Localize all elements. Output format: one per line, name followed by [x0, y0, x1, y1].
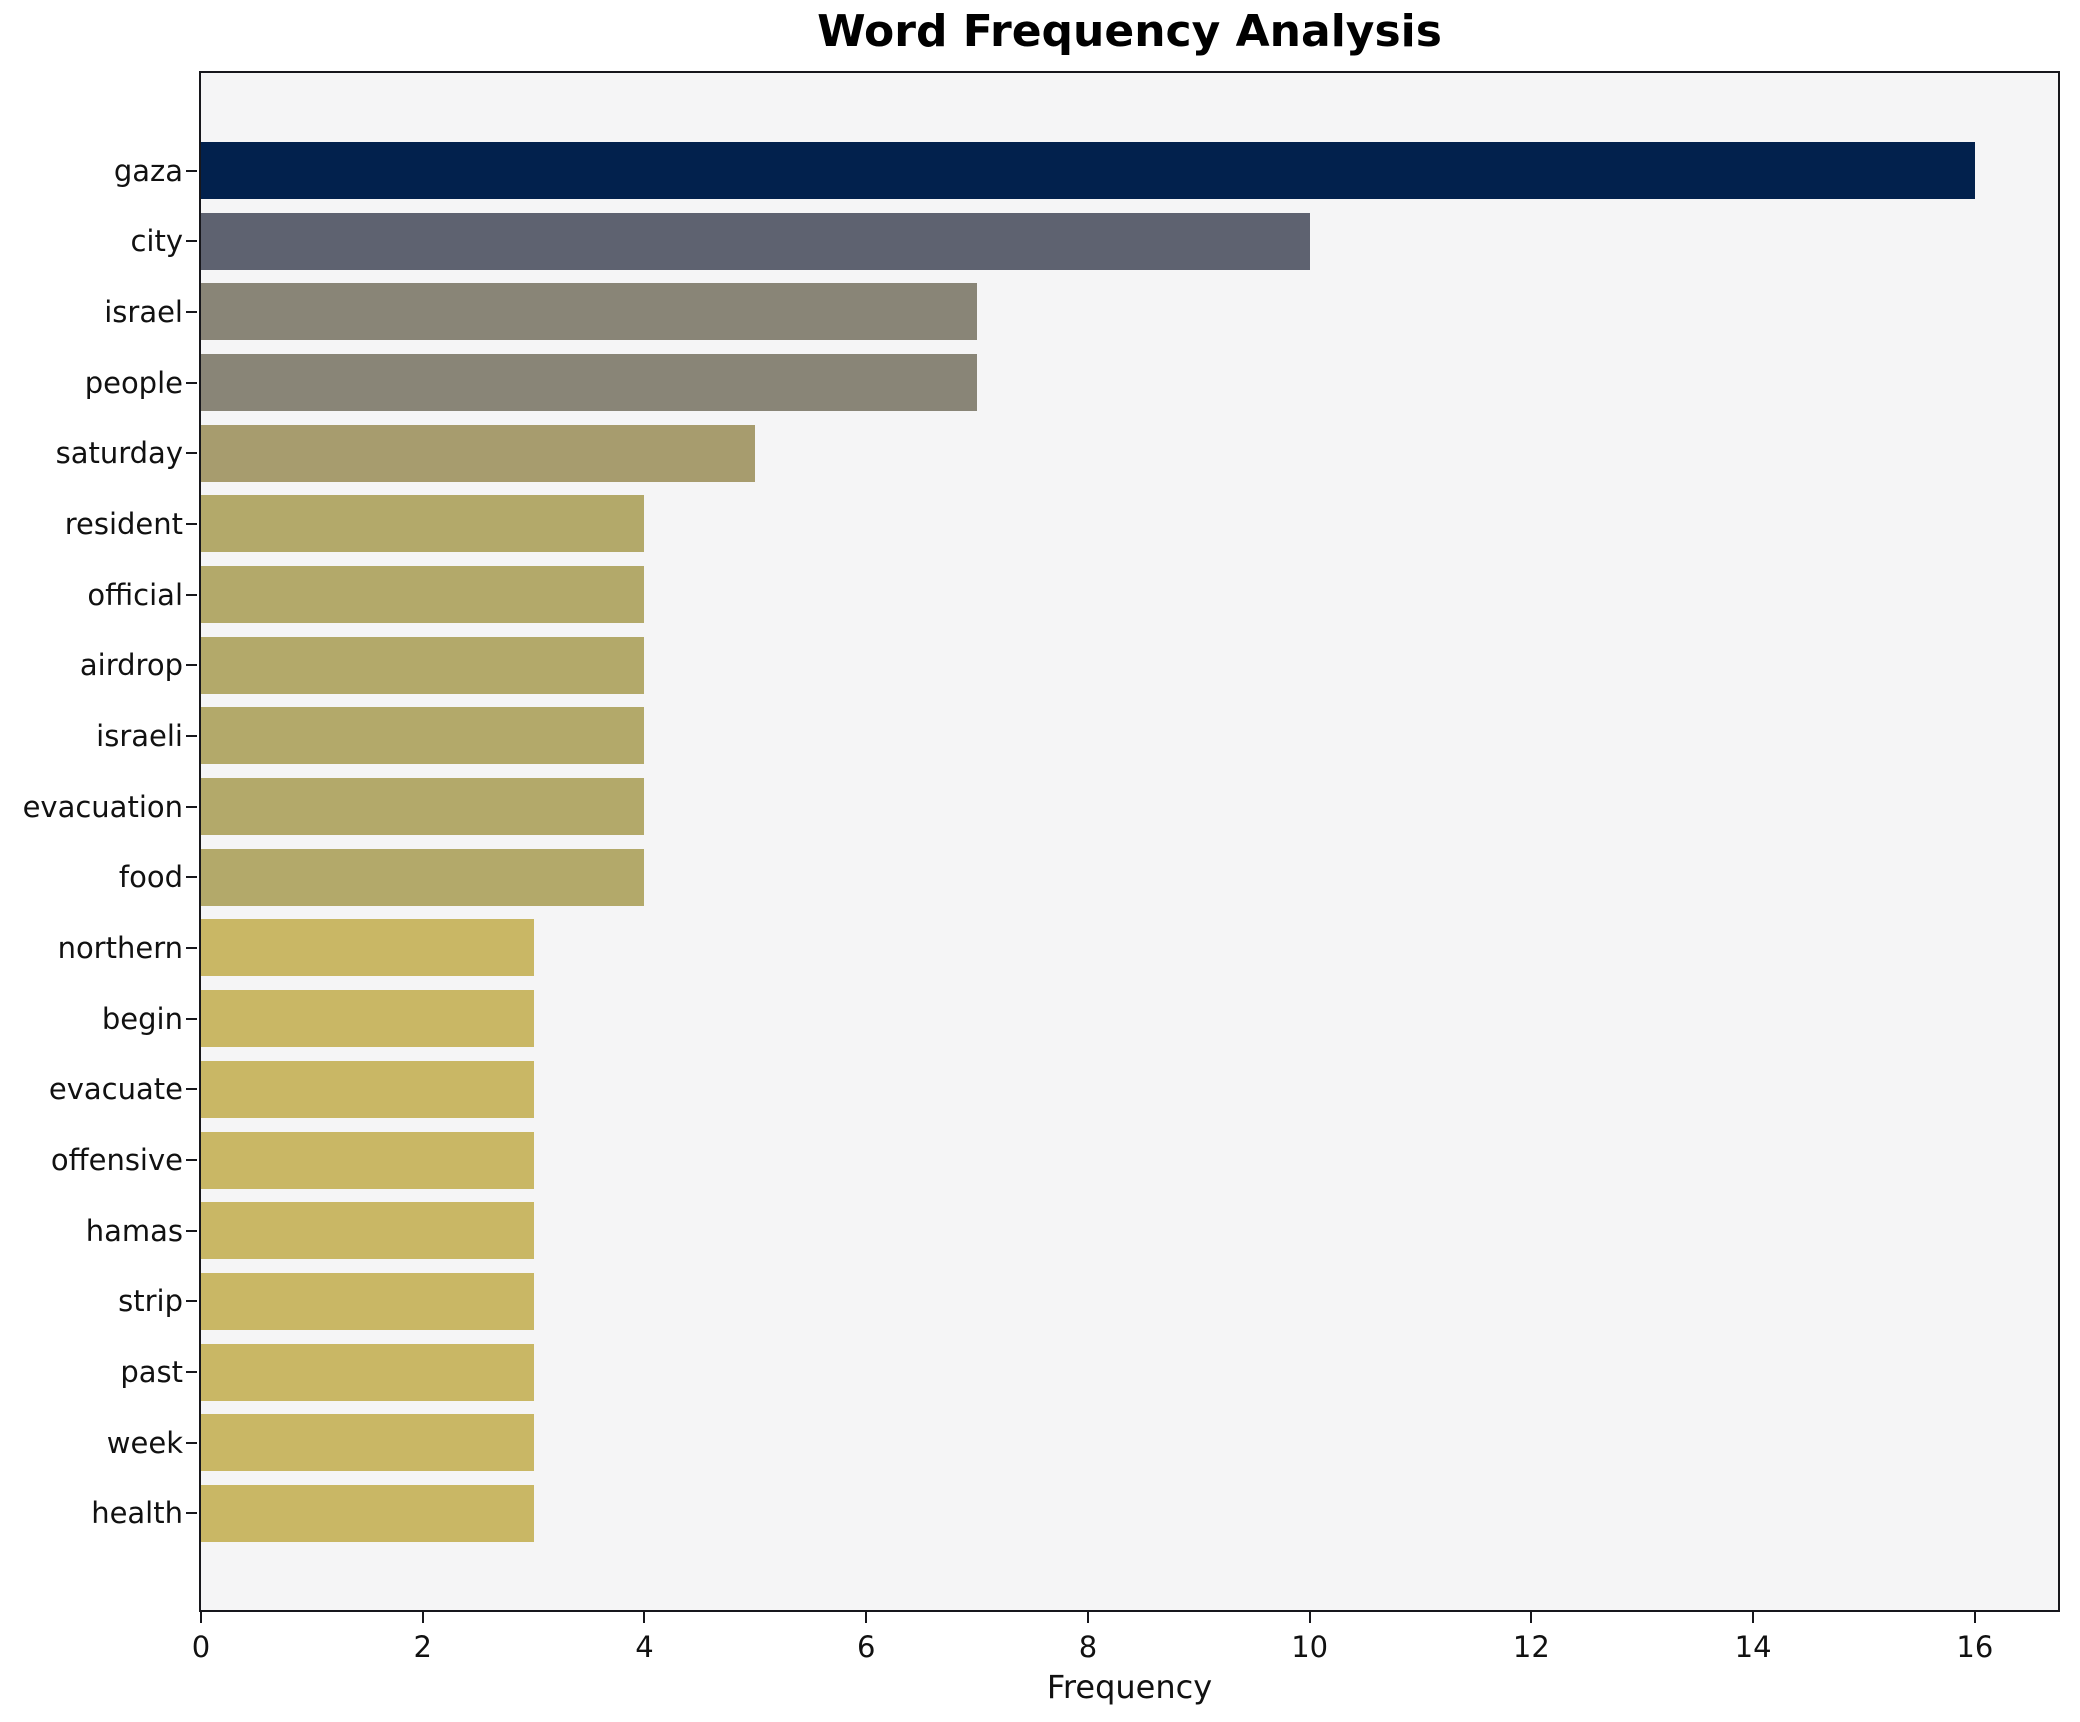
- y-tick-mark: [186, 876, 197, 879]
- y-tick-label: official: [87, 577, 183, 612]
- x-tick-label: 14: [1734, 1630, 1772, 1664]
- bar-official: [201, 566, 645, 624]
- x-axis-label: Frequency: [1046, 1668, 1213, 1706]
- x-tick-mark: [865, 1612, 868, 1623]
- y-tick-label: past: [120, 1355, 183, 1390]
- x-tick-mark: [1530, 1612, 1533, 1623]
- y-tick-label: saturday: [55, 436, 183, 471]
- bar-evacuate: [201, 1060, 534, 1118]
- y-tick-mark: [186, 805, 197, 808]
- x-tick-label: 12: [1512, 1630, 1550, 1664]
- y-tick-mark: [186, 1441, 197, 1444]
- x-tick-label: 0: [191, 1630, 211, 1664]
- bar-israel: [201, 283, 978, 341]
- bar-begin: [201, 990, 534, 1048]
- y-tick-mark: [186, 522, 197, 525]
- y-tick-mark: [186, 1159, 197, 1162]
- bar-israeli: [201, 707, 645, 765]
- bar-saturday: [201, 424, 756, 482]
- bar-health: [201, 1484, 534, 1542]
- plot-area: [199, 71, 2060, 1612]
- y-tick-label: city: [130, 224, 183, 259]
- y-tick-mark: [186, 664, 197, 667]
- y-tick-mark: [186, 1371, 197, 1374]
- y-tick-mark: [186, 734, 197, 737]
- bar-strip: [201, 1272, 534, 1330]
- y-tick-mark: [186, 1088, 197, 1091]
- y-tick-mark: [186, 240, 197, 243]
- y-tick-mark: [186, 169, 197, 172]
- y-tick-label: hamas: [85, 1213, 183, 1248]
- x-tick-mark: [421, 1612, 424, 1623]
- x-tick-mark: [1973, 1612, 1976, 1623]
- y-tick-mark: [186, 452, 197, 455]
- bar-city: [201, 212, 1310, 270]
- x-tick-label: 8: [1078, 1630, 1098, 1664]
- y-tick-mark: [186, 1017, 197, 1020]
- x-tick-mark: [200, 1612, 202, 1623]
- x-tick-label: 6: [856, 1630, 876, 1664]
- bar-people: [201, 354, 978, 412]
- bar-evacuation: [201, 778, 645, 836]
- bar-past: [201, 1343, 534, 1401]
- x-tick-label: 10: [1291, 1630, 1329, 1664]
- x-tick-mark: [1752, 1612, 1755, 1623]
- y-tick-mark: [186, 310, 197, 313]
- y-tick-mark: [186, 946, 197, 949]
- y-tick-mark: [186, 381, 197, 384]
- y-tick-label: offensive: [50, 1143, 183, 1178]
- y-tick-label: airdrop: [79, 648, 183, 683]
- bar-airdrop: [201, 636, 645, 694]
- x-tick-mark: [1308, 1612, 1311, 1623]
- y-tick-label: health: [91, 1496, 183, 1531]
- y-tick-label: people: [84, 365, 183, 400]
- bar-offensive: [201, 1131, 534, 1189]
- bar-northern: [201, 919, 534, 977]
- y-tick-label: israeli: [96, 718, 183, 753]
- y-tick-label: northern: [57, 930, 183, 965]
- bar-week: [201, 1414, 534, 1472]
- y-tick-label: resident: [64, 506, 183, 541]
- x-tick-label: 2: [413, 1630, 432, 1664]
- y-tick-label: strip: [118, 1284, 183, 1319]
- x-tick-label: 4: [635, 1630, 654, 1664]
- y-tick-mark: [186, 1300, 197, 1303]
- y-tick-label: week: [106, 1425, 183, 1460]
- y-tick-mark: [186, 593, 197, 596]
- y-tick-label: evacuation: [22, 789, 183, 824]
- x-tick-label: 16: [1956, 1630, 1994, 1664]
- y-tick-label: begin: [101, 1001, 183, 1036]
- x-tick-mark: [1086, 1612, 1089, 1623]
- y-tick-label: food: [118, 860, 183, 895]
- bar-resident: [201, 495, 645, 553]
- x-tick-mark: [643, 1612, 646, 1623]
- bar-gaza: [201, 142, 1975, 199]
- bar-food: [201, 848, 645, 906]
- bar-hamas: [201, 1202, 534, 1260]
- y-tick-label: israel: [104, 294, 183, 329]
- y-tick-label: gaza: [113, 153, 183, 188]
- y-tick-mark: [186, 1229, 197, 1232]
- y-tick-mark: [186, 1512, 197, 1515]
- y-tick-label: evacuate: [48, 1072, 183, 1107]
- chart-title: Word Frequency Analysis: [817, 6, 1442, 57]
